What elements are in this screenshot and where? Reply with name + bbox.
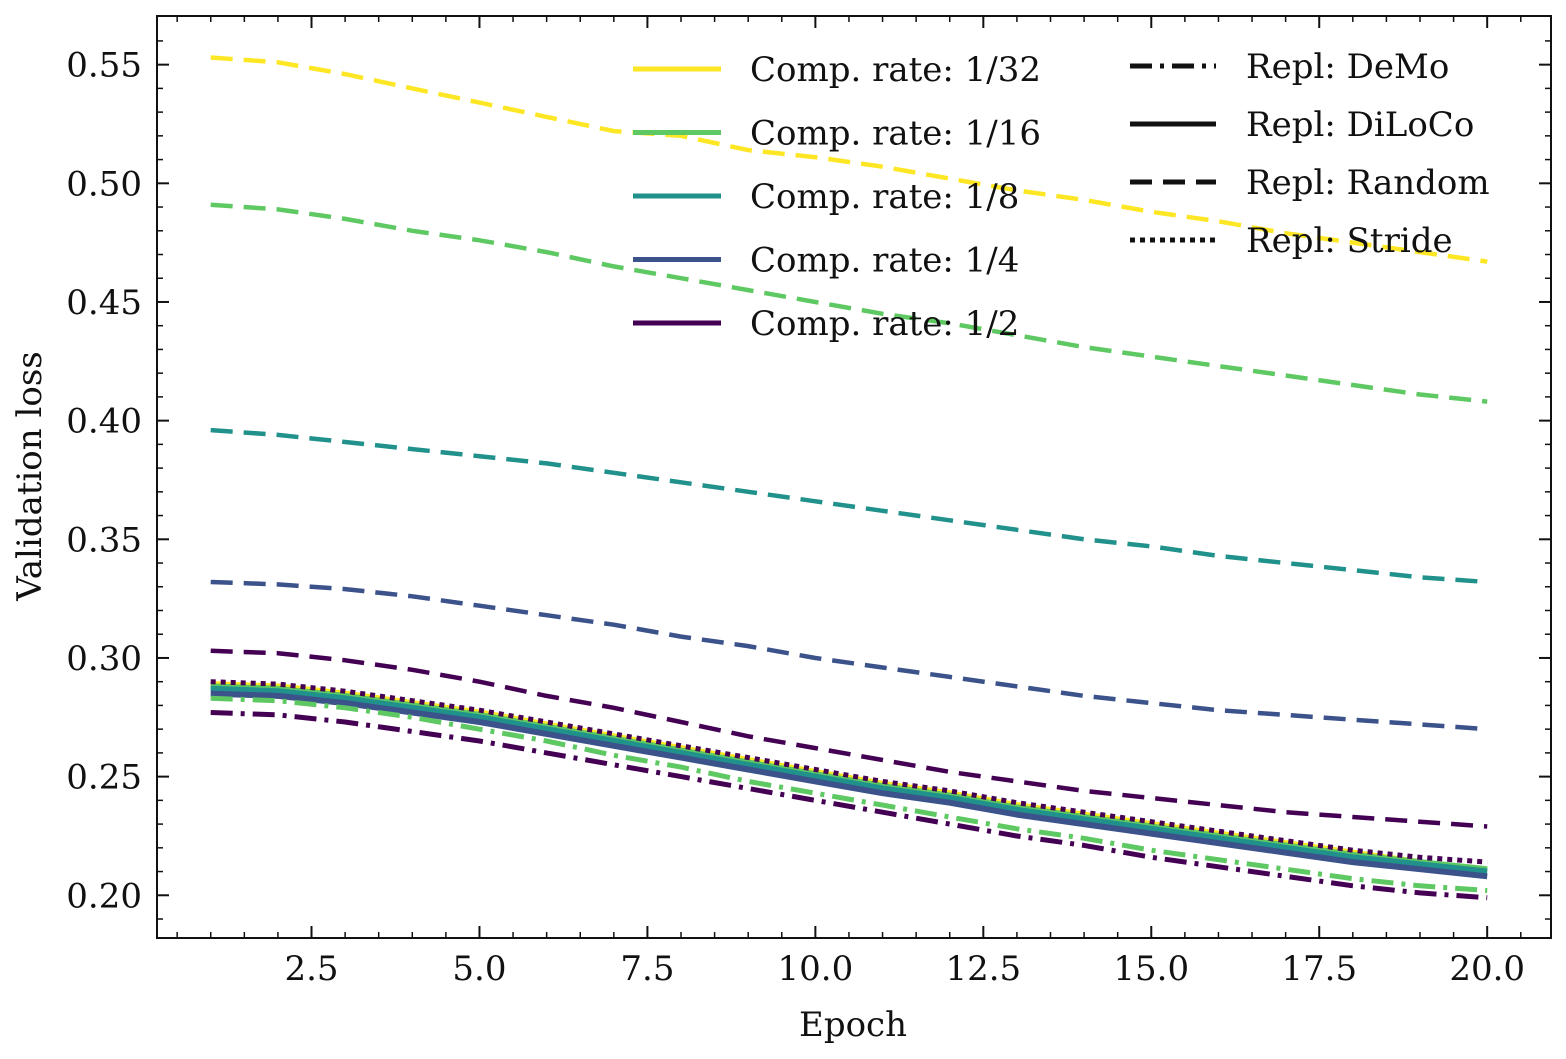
legend-label-rate: Comp. rate: 1/8 [750,177,1019,217]
series-line-diloco-1-4 [210,690,1488,880]
x-tick-label: 15.0 [1113,949,1189,989]
x-tick-label: 5.0 [452,949,506,989]
legend-label-rate: Comp. rate: 1/32 [750,50,1041,90]
x-tick-label: 10.0 [778,949,854,989]
x-tick-label: 2.5 [284,949,338,989]
series-line-random-1-4 [210,579,1488,732]
legend: Comp. rate: 1/32 Comp. rate: 1/16 Comp. ra… [633,47,1490,344]
legend-label-rate: Comp. rate: 1/16 [750,114,1041,154]
y-tick-label: 0.20 [66,876,142,916]
legend-label-rate: Comp. rate: 1/4 [750,241,1019,281]
x-tick-label: 7.5 [620,949,674,989]
axes-layer: 2.5 5.0 7.5 10.0 12.5 15.0 17.5 20.0 0.20 0.25 0.3… [66,15,1552,989]
legend-label-method: Repl: DiLoCo [1246,105,1474,145]
y-tick-label: 0.35 [66,520,142,560]
y-tick-label: 0.25 [66,758,142,798]
series-line-diloco-1-8 [210,685,1488,875]
x-tick-label: 17.5 [1281,949,1357,989]
legend-label-rate: Comp. rate: 1/2 [750,304,1019,344]
series-line-stride-1-2 [210,679,1488,865]
y-tick-label: 0.50 [66,164,142,204]
plot-frame [156,15,1552,939]
x-tick-label: 20.0 [1449,949,1525,989]
y-tick-label: 0.55 [66,46,142,86]
series-line-demo-1-16 [210,695,1488,893]
y-tick-label: 0.40 [66,402,142,442]
series-line-random-1-16 [210,202,1488,404]
x-tick-label: 12.5 [945,949,1021,989]
series-line-demo-1-2 [210,710,1488,901]
legend-label-method: Repl: Stride [1246,221,1453,261]
y-tick-label: 0.45 [66,283,142,323]
series-line-random-1-2 [210,648,1488,829]
series-line-random-1-32 [210,55,1488,264]
y-tick-label: 0.30 [66,639,142,679]
y-axis-title: Validation loss [10,351,50,601]
x-axis-title: Epoch [799,1005,907,1045]
series-line-random-1-8 [210,427,1488,585]
legend-label-method: Repl: DeMo [1246,47,1449,87]
series-layer [210,55,1488,901]
legend-label-method: Repl: Random [1246,163,1490,203]
